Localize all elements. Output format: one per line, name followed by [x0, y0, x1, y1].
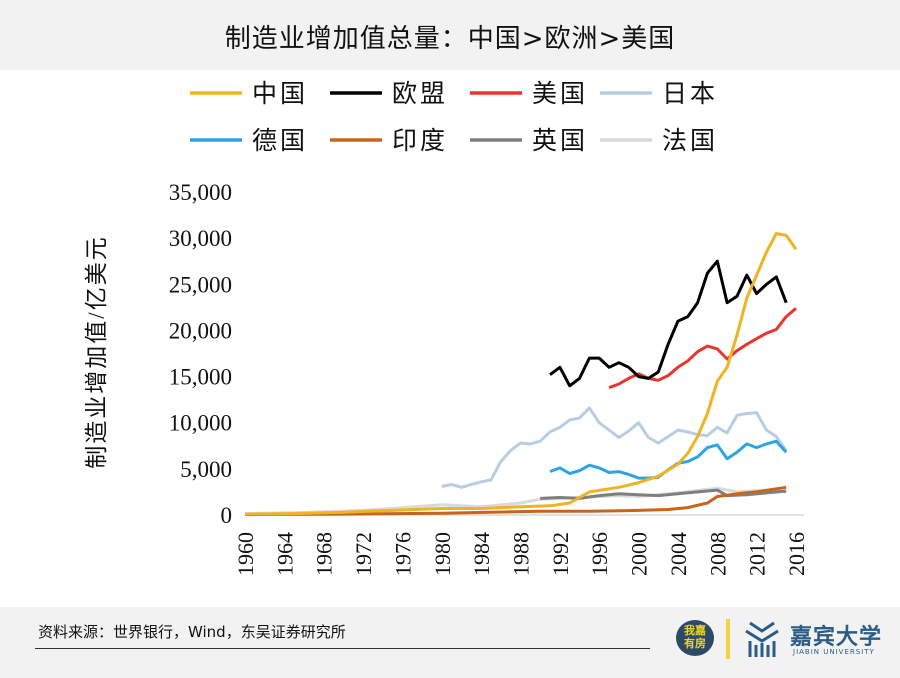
x-tick-label: 2008	[705, 532, 730, 576]
x-tick-label: 1988	[509, 532, 534, 576]
x-tick-label: 1980	[430, 532, 455, 576]
source-note: 资料来源：世界银行，Wind，东吴证券研究所	[38, 623, 346, 641]
logo-name-en: JIABIN UNIVERSITY	[793, 648, 875, 656]
x-tick-label: 1972	[351, 532, 376, 576]
x-tick-label: 1964	[272, 532, 297, 576]
line-chart: 0 5,000 10,000 15,000 20,000 25,000 30,000 35,0…	[84, 80, 809, 576]
x-tick-label: 2016	[784, 532, 809, 576]
x-tick-label: 1992	[548, 532, 573, 576]
legend-label: 德国	[252, 127, 308, 155]
series-line-1	[549, 259, 788, 388]
y-tick-label: 30,000	[169, 226, 232, 251]
x-tick-label: 1960	[233, 532, 258, 576]
legend-label: 欧盟	[392, 80, 448, 108]
legend-label: 法国	[662, 127, 718, 155]
legend-label: 美国	[532, 80, 588, 108]
y-tick-label: 0	[221, 503, 233, 528]
y-tick-label: 15,000	[169, 365, 232, 390]
legend-label: 英国	[532, 127, 588, 155]
x-tick-label: 1976	[390, 532, 415, 576]
x-tick-label: 2000	[627, 532, 652, 576]
series-line-6	[540, 488, 787, 500]
logo-divider	[726, 619, 730, 659]
series-line-4	[549, 439, 788, 480]
legend-label: 印度	[392, 127, 448, 155]
title-bar: 制造业增加值总量：中国>欧洲>美国	[0, 0, 900, 70]
x-tick-label: 1984	[469, 532, 494, 576]
y-tick-label: 25,000	[169, 272, 232, 297]
legend-label: 日本	[662, 80, 718, 108]
series-line-0	[244, 232, 798, 516]
y-tick-label: 35,000	[169, 180, 232, 205]
y-tick-label: 10,000	[169, 411, 232, 436]
footer: 资料来源：世界银行，Wind，东吴证券研究所 我嘉 有房 嘉宾大学 JIABIN …	[0, 607, 900, 678]
series-line-3	[441, 406, 788, 489]
x-tick-label: 1968	[312, 532, 337, 576]
y-axis-label: 制造业增加值/亿美元	[84, 235, 109, 468]
y-tick-label: 5,000	[180, 457, 232, 482]
page-title: 制造业增加值总量：中国>欧洲>美国	[224, 24, 676, 54]
x-tick-label: 2012	[745, 532, 770, 576]
x-tick-label: 2004	[666, 532, 691, 576]
badge-logo: 我嘉 有房	[676, 620, 714, 656]
series-line-5	[244, 485, 787, 516]
legend-label: 中国	[252, 80, 308, 108]
y-tick-label: 20,000	[169, 318, 232, 343]
university-logo-icon	[745, 621, 779, 657]
logo-name-cn: 嘉宾大学	[790, 625, 883, 650]
series-line-2	[608, 307, 797, 390]
footer-divider	[35, 648, 650, 649]
x-tick-label: 1996	[587, 532, 612, 576]
